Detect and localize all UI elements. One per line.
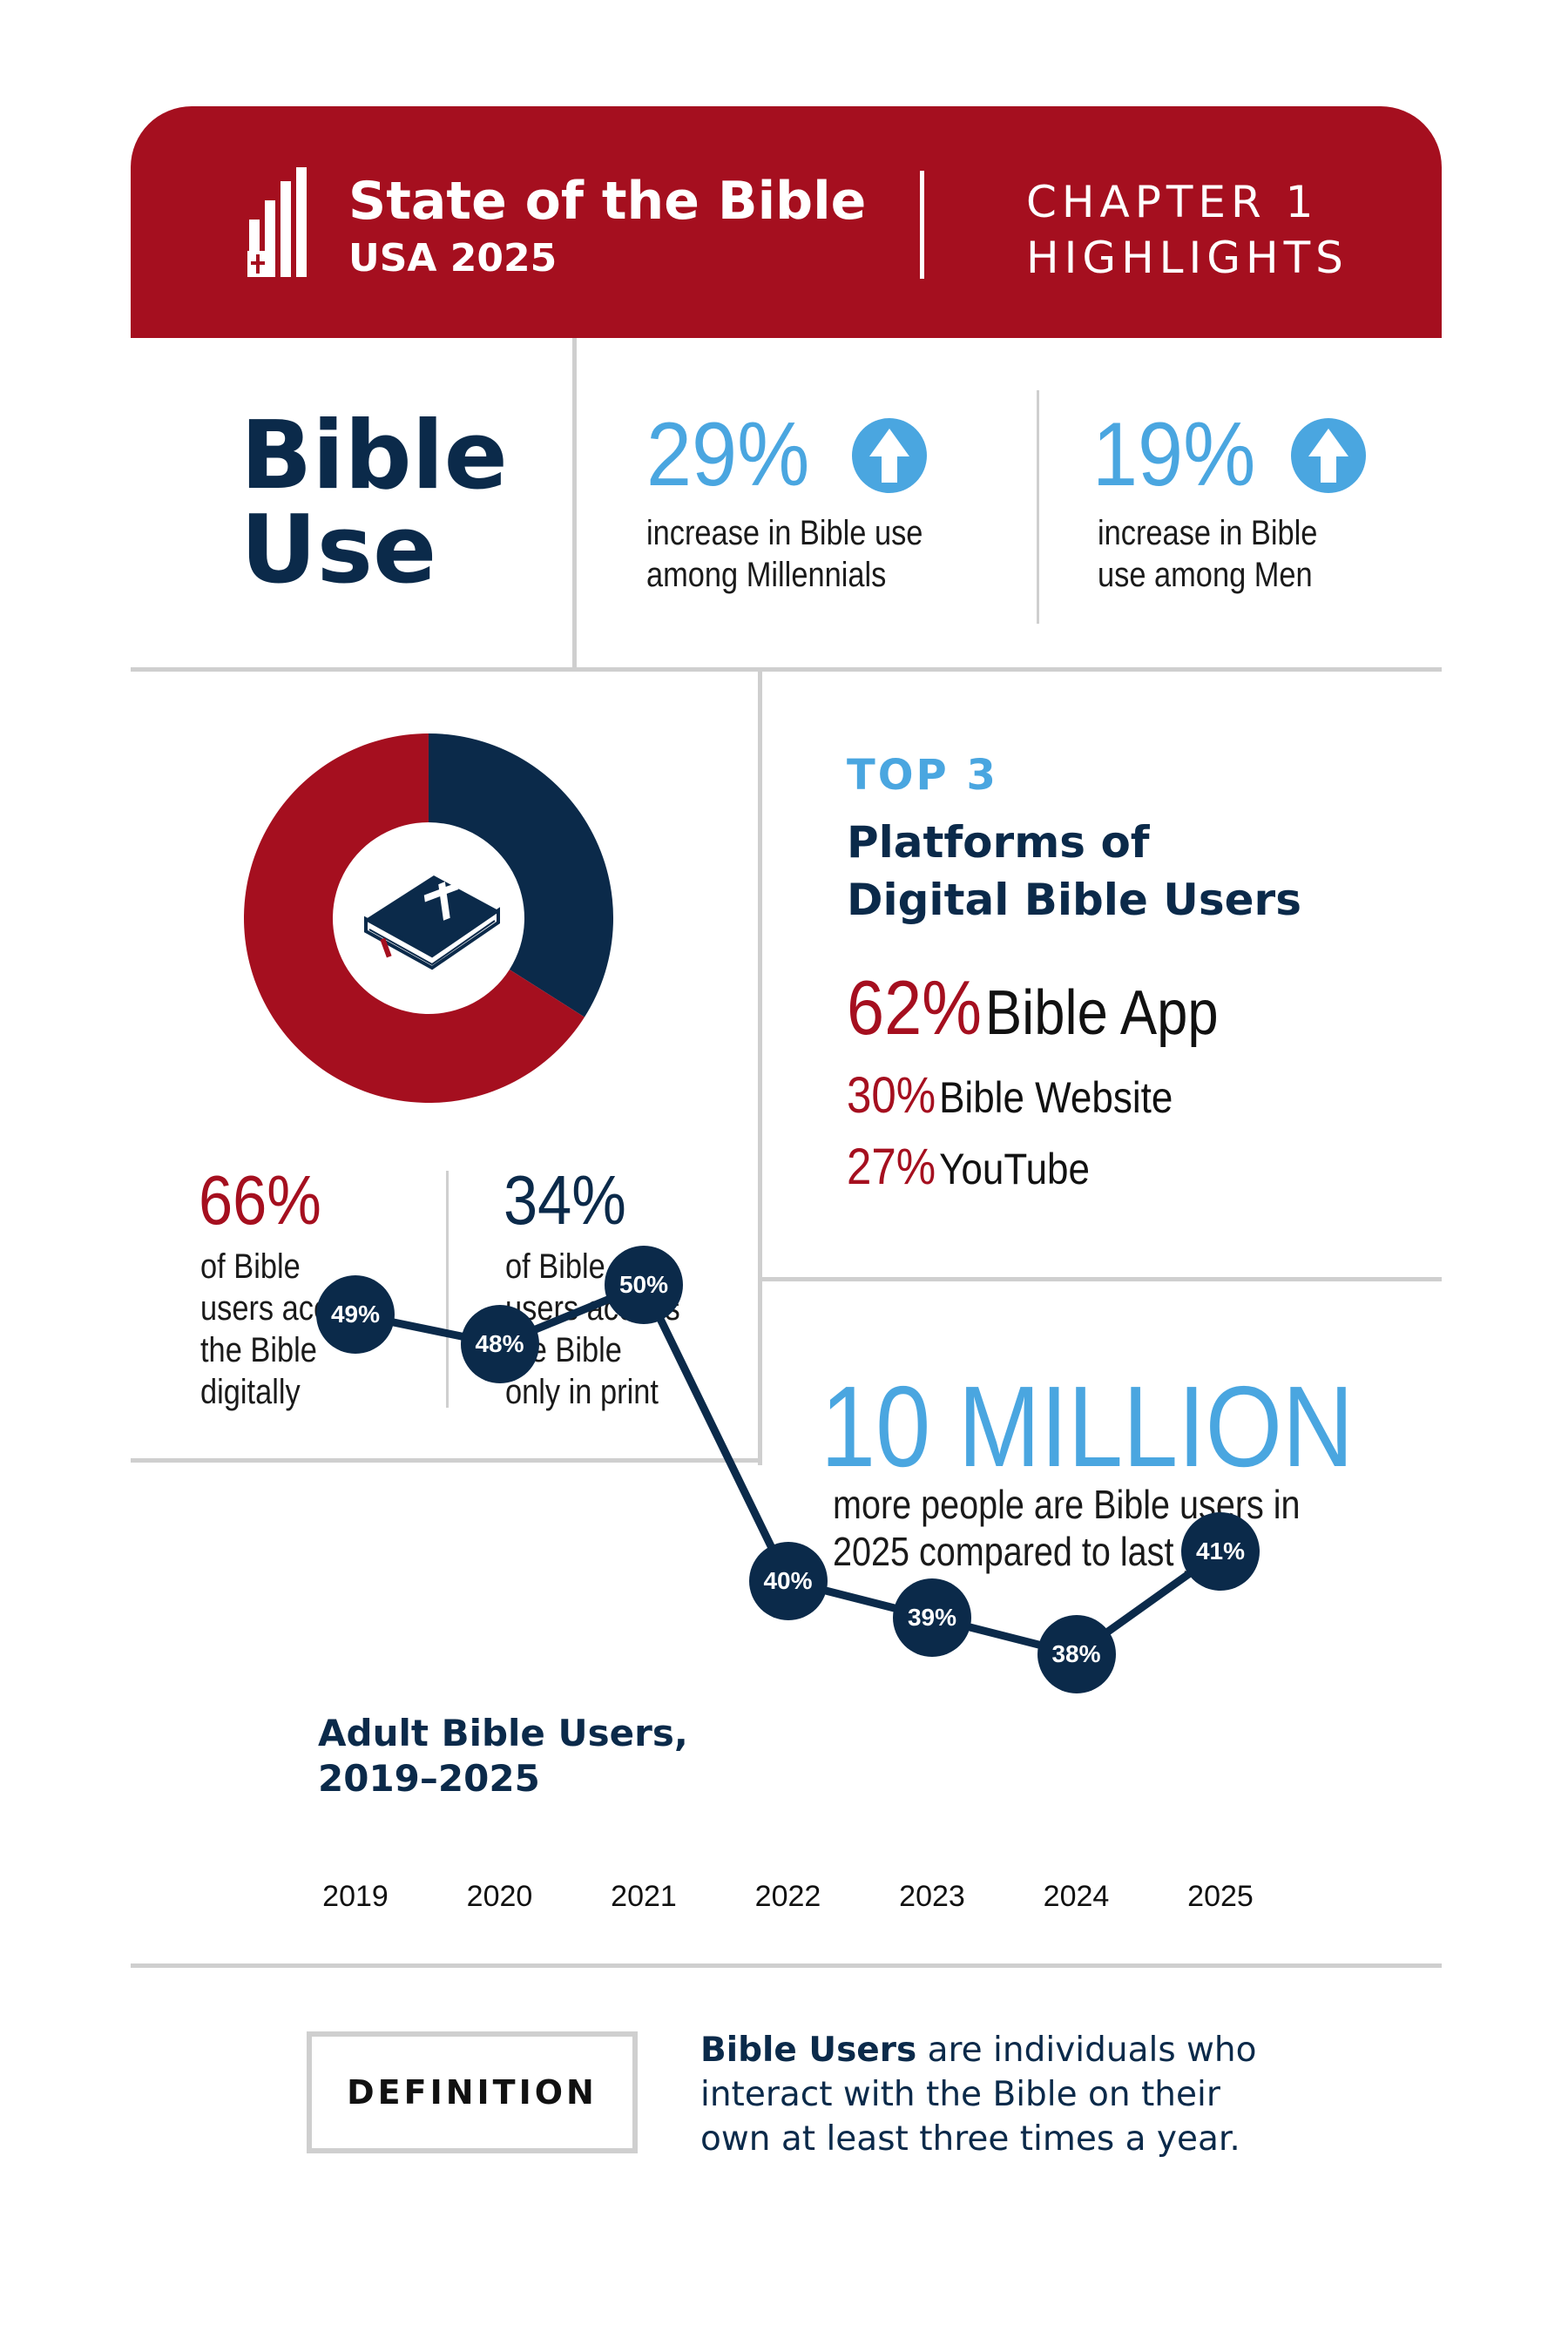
x-tick-label: 2020 [466,1880,533,1913]
print-share-value: 34% [504,1161,626,1239]
header-divider [920,171,924,279]
chart-title: Adult Bible Users, 2019–2025 [318,1711,688,1801]
brand-title: State of the Bible [348,171,867,232]
donut-chart [244,733,613,1103]
data-point-2019: 49% [316,1275,395,1354]
divider-horizontal [760,1277,1442,1281]
definition-term: Bible Users [700,2031,917,2070]
donut-segment-digital [244,733,585,1103]
data-point-2024: 38% [1037,1615,1116,1693]
definition-label: DEFINITION [347,2073,598,2112]
platform-item-youtube: 27% YouTube [847,1138,1090,1196]
x-tick-label: 2024 [1043,1880,1110,1913]
stat-millennials-line-2: among Millennials [646,556,887,594]
million-headline: 10 MILLION [821,1362,1355,1490]
stats-divider [1037,390,1039,624]
bar-chart-logo-icon [247,167,307,277]
header-banner [131,106,1442,338]
definition-line-1-rest: are individuals who [916,2031,1257,2070]
data-point-2025: 41% [1181,1512,1260,1591]
x-tick-label: 2019 [322,1880,389,1913]
section-title-line-1: Bible [240,402,508,510]
divider-horizontal [131,667,1442,672]
donut-segment-print [429,733,613,1017]
stat-men-line-1: increase in Bible [1098,514,1318,552]
print-line-1: of Bible [505,1247,605,1286]
definition-line-3: own at least three times a year. [700,2119,1240,2159]
digital-line-1: of Bible [200,1247,301,1286]
platform-item-bible-app: 62% Bible App [847,963,1219,1052]
arrow-up-circle-icon [852,418,927,493]
stat-men-text: increase in Bible use among Men [1098,512,1317,596]
chapter-line-2: HIGHLIGHTS [1026,233,1348,283]
print-line-4: only in print [505,1373,659,1411]
platform-value: 27% [847,1139,936,1195]
platforms-kicker: TOP 3 [847,751,998,800]
platform-value: 62% [847,964,983,1051]
platform-label: Bible Website [939,1073,1173,1122]
divider-horizontal [131,1963,1442,1968]
platforms-title-line-1: Platforms of [847,817,1150,868]
stat-men-line-2: use among Men [1098,556,1313,594]
data-point-2021: 50% [605,1246,683,1324]
bible-book-icon [364,875,500,970]
data-point-2020: 48% [460,1305,539,1383]
chart-title-line-1: Adult Bible Users, [318,1712,688,1754]
data-point-2022: 40% [748,1542,828,1620]
brand-subtitle: USA 2025 [348,236,558,280]
stat-men-value: 19% [1092,404,1256,505]
section-title: Bible Use [240,409,508,598]
digital-line-3: the Bible [200,1331,317,1369]
definition-line-1: Bible Users are individuals who [700,2028,1257,2072]
platform-label: YouTube [939,1145,1090,1193]
stat-millennials-value: 29% [646,404,810,505]
divider-vertical [572,338,577,669]
chapter-line-1: CHAPTER 1 [1026,177,1319,227]
x-tick-label: 2023 [899,1880,965,1913]
platforms-title: Platforms of Digital Bible Users [847,814,1301,929]
data-point-2023: 39% [893,1578,971,1657]
platform-value: 30% [847,1067,936,1124]
digital-line-4: digitally [200,1373,301,1411]
arrow-up-circle-icon [1291,418,1366,493]
x-tick-label: 2021 [611,1880,677,1913]
definition-badge: DEFINITION [307,2031,638,2153]
platform-item-bible-website: 30% Bible Website [847,1066,1173,1125]
definition-line-2: interact with the Bible on their [700,2075,1220,2114]
divider-horizontal [131,1458,760,1463]
section-title-line-2: Use [240,496,437,605]
chapter-label: CHAPTER 1 HIGHLIGHTS [1026,174,1348,286]
stat-millennials-text: increase in Bible use among Millennials [646,512,923,596]
stat-millennials-line-1: increase in Bible use [646,514,923,552]
definition-text: Bible Users are individuals who interact… [700,2028,1257,2161]
platforms-title-line-2: Digital Bible Users [847,875,1301,925]
chart-title-line-2: 2019–2025 [318,1757,540,1800]
platform-label: Bible App [984,978,1219,1048]
x-tick-label: 2022 [754,1880,821,1913]
divider-vertical [758,671,762,1465]
x-tick-label: 2025 [1187,1880,1254,1913]
digital-share-value: 66% [199,1161,321,1239]
donut-stats-divider [446,1171,449,1408]
